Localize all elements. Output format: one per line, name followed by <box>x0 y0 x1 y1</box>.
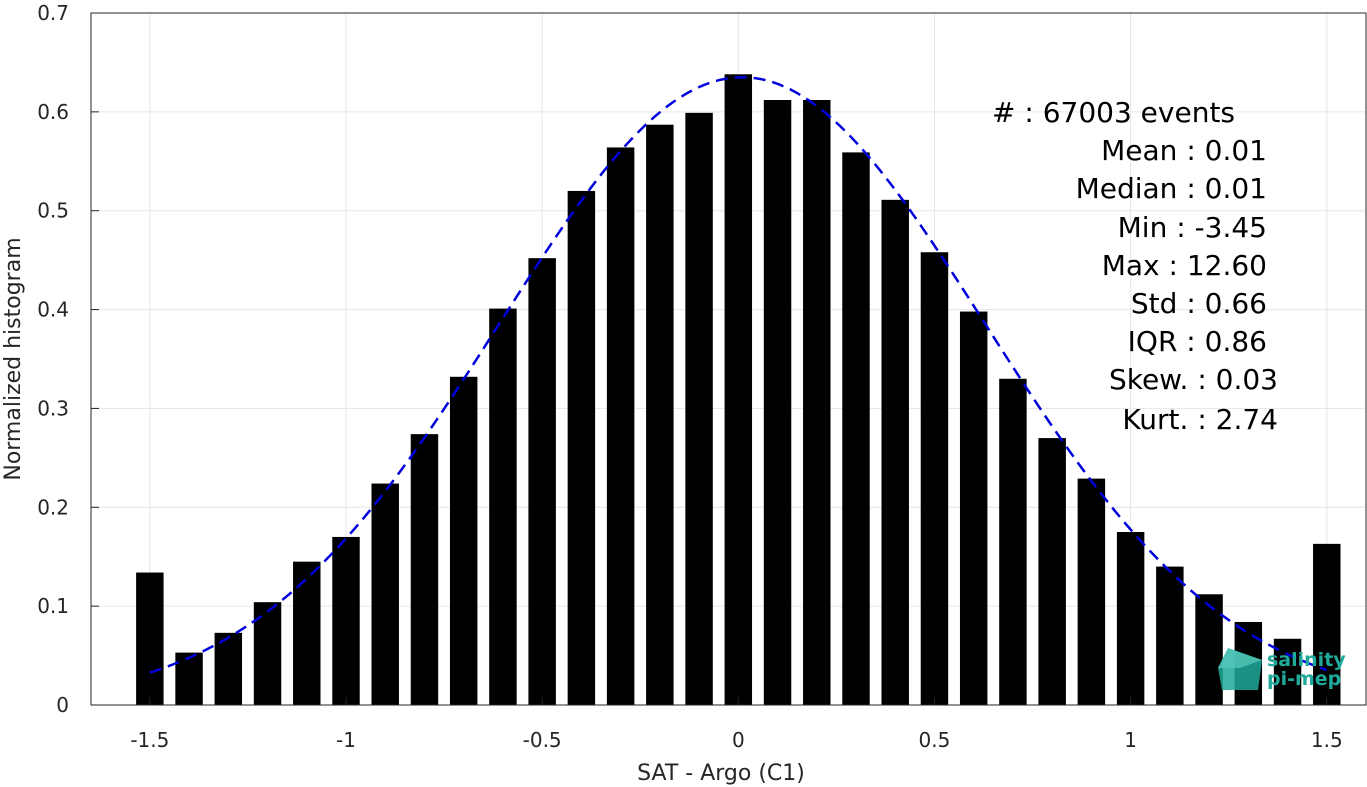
histogram-bar <box>1077 478 1106 705</box>
histogram-bar <box>489 308 517 705</box>
stat-iqr: IQR : 0.86 <box>1128 325 1267 358</box>
histogram-bar <box>1195 594 1223 705</box>
histogram-bar <box>410 434 439 705</box>
salinity-pimep-logo: salinity pi-mep <box>1218 648 1346 690</box>
histogram-bar <box>881 199 909 705</box>
plot-frame <box>90 12 1367 706</box>
x-tick-label: 0 <box>732 728 745 752</box>
stat-skew: Skew. : 0.03 <box>1109 363 1278 396</box>
histogram-bar <box>842 152 870 706</box>
x-tick-label: -1 <box>336 728 356 752</box>
histogram-bar <box>567 190 596 705</box>
gaussian-fit-curve <box>149 76 1328 674</box>
histogram-bar <box>293 561 321 705</box>
y-tick-label: 0.2 <box>37 495 69 519</box>
histogram-bar <box>724 74 753 705</box>
histogram-bar <box>1116 532 1145 705</box>
histogram-bar <box>449 376 478 705</box>
histogram-bar <box>999 378 1027 705</box>
histogram-bar <box>1313 543 1341 705</box>
histogram-bar <box>136 572 164 705</box>
logo-text-line1: salinity <box>1267 649 1346 671</box>
stats-box: # : 67003 events Mean : 0.01 Median : 0.… <box>992 96 1278 436</box>
bars <box>136 74 1341 706</box>
histogram-bar <box>175 652 203 705</box>
histogram-bar <box>1038 438 1066 705</box>
stat-mean: Mean : 0.01 <box>1101 134 1267 167</box>
y-tick-label: 0.4 <box>37 298 69 322</box>
histogram-bar <box>528 258 556 705</box>
histogram-bar <box>332 536 360 705</box>
axis-ticks: -1.5 -1 -0.5 0 0.5 1 1.5 0 0.1 0.2 0.3 0.4 0.5 0.6 0.7 <box>37 1 1342 752</box>
logo-text-line2: pi-mep <box>1267 668 1341 690</box>
x-tick-label: 0.5 <box>919 728 951 752</box>
stat-max: Max : 12.60 <box>1102 249 1267 282</box>
stat-median: Median : 0.01 <box>1076 172 1267 205</box>
histogram-bar <box>763 99 792 706</box>
x-axis-label: SAT - Argo (C1) <box>637 761 805 786</box>
histogram-bar <box>371 483 399 705</box>
stat-min: Min : -3.45 <box>1118 211 1267 244</box>
histogram-bar <box>920 252 949 705</box>
histogram-bar <box>606 147 635 706</box>
histogram-bar <box>959 311 988 705</box>
y-axis-label: Normalized histogram <box>1 237 26 480</box>
y-tick-label: 0.6 <box>37 100 69 124</box>
histogram-bar <box>646 124 674 706</box>
histogram-bar <box>685 112 713 706</box>
y-tick-label: 0.5 <box>37 199 69 223</box>
histogram-bar <box>803 99 831 706</box>
stat-std: Std : 0.66 <box>1131 287 1267 320</box>
stat-kurt: Kurt. : 2.74 <box>1122 403 1278 436</box>
y-tick-label: 0.7 <box>37 1 69 25</box>
logo-cube-shade-icon <box>1218 648 1262 668</box>
histogram-bar <box>214 632 243 705</box>
x-tick-label: -0.5 <box>523 728 562 752</box>
x-tick-label: 1.5 <box>1311 728 1343 752</box>
histogram-bar <box>1156 566 1184 705</box>
stat-events: # : 67003 events <box>992 96 1235 129</box>
y-tick-label: 0.1 <box>37 594 69 618</box>
x-tick-label: 1 <box>1124 728 1137 752</box>
y-tick-label: 0 <box>56 693 69 717</box>
x-tick-label: -1.5 <box>130 728 169 752</box>
y-tick-label: 0.3 <box>37 396 69 420</box>
